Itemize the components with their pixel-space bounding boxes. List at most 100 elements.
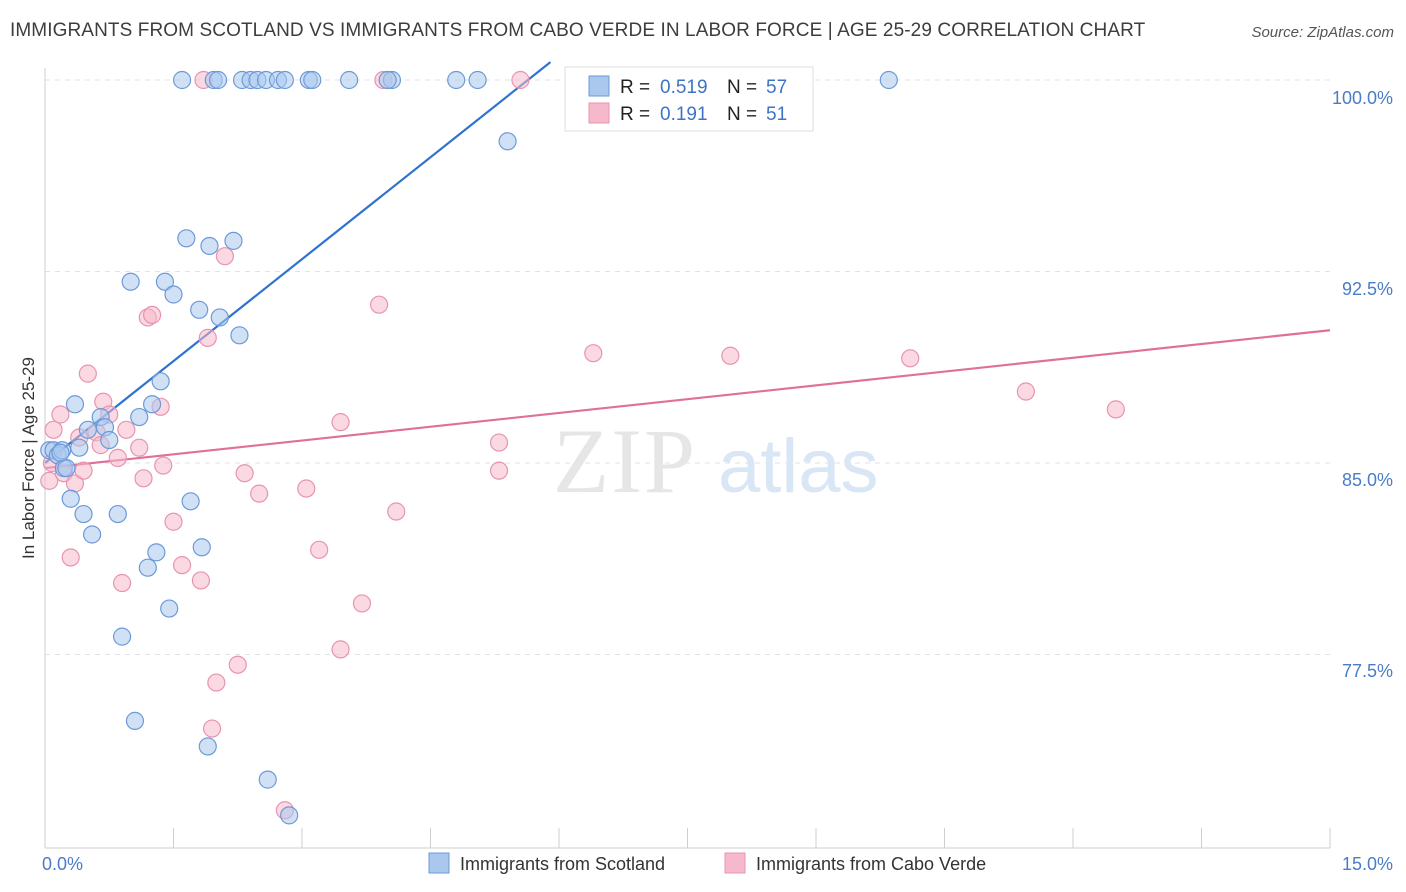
point-scotland (190, 300, 209, 319)
legend-n-label: N = (727, 77, 757, 98)
bottom-legend-label-scotland: Immigrants from Scotland (460, 854, 665, 874)
point-scotland (160, 599, 179, 618)
point-scotland (121, 272, 140, 291)
point-cabo-verde (489, 433, 509, 452)
point-scotland (879, 70, 898, 90)
point-scotland (108, 504, 127, 524)
point-cabo-verde (235, 464, 254, 483)
point-cabo-verde (901, 349, 920, 368)
point-scotland (378, 70, 397, 90)
point-scotland (65, 395, 85, 414)
bottom-legend-swatch-scotland (428, 852, 450, 874)
point-scotland (164, 285, 183, 304)
points-scotland (40, 70, 898, 825)
chart-title: IMMIGRANTS FROM SCOTLAND VS IMMIGRANTS F… (10, 20, 1146, 41)
point-scotland (224, 231, 243, 250)
point-scotland (57, 459, 76, 478)
point-cabo-verde (117, 420, 136, 439)
trend-lines (44, 61, 1331, 470)
point-scotland (61, 489, 80, 508)
bottom-legend-swatch-cabo-verde (724, 852, 746, 874)
point-cabo-verde (207, 673, 226, 692)
legend-n-value-scotland: 57 (766, 77, 787, 98)
point-scotland (125, 711, 145, 730)
point-scotland (177, 229, 196, 248)
y-tick-label: 92.5% (1342, 279, 1393, 299)
point-cabo-verde (154, 456, 173, 475)
point-scotland (192, 538, 211, 557)
point-cabo-verde (297, 479, 316, 498)
point-cabo-verde (61, 548, 80, 567)
point-scotland (74, 504, 93, 524)
legend-r-value-cabo-verde: 0.191 (660, 104, 708, 125)
point-scotland (155, 272, 175, 291)
point-cabo-verde (489, 461, 509, 480)
point-cabo-verde (51, 405, 70, 424)
point-cabo-verde (250, 484, 269, 503)
point-scotland (138, 558, 157, 577)
point-scotland (210, 308, 229, 327)
point-cabo-verde (331, 413, 350, 432)
point-scotland (172, 70, 192, 90)
point-cabo-verde (215, 247, 234, 266)
point-scotland (280, 806, 299, 825)
point-scotland (275, 70, 294, 90)
legend-box: R = 0.519 N = 57 R = 0.191 N = 51 (564, 66, 814, 132)
point-scotland (498, 132, 517, 151)
point-scotland (147, 543, 166, 562)
point-scotland (468, 70, 487, 90)
y-axis-label: In Labor Force | Age 25-29 (19, 357, 38, 559)
point-cabo-verde (202, 719, 222, 738)
point-cabo-verde (721, 346, 740, 365)
point-scotland (78, 420, 97, 439)
point-scotland (51, 443, 70, 462)
point-scotland (198, 737, 217, 756)
watermark: ZIP atlas (553, 410, 879, 512)
point-cabo-verde (370, 295, 389, 314)
point-scotland (258, 770, 277, 789)
point-cabo-verde (112, 573, 132, 593)
legend-swatch-scotland (588, 75, 610, 97)
point-scotland (200, 236, 219, 256)
point-cabo-verde (331, 640, 350, 659)
point-cabo-verde (40, 471, 59, 490)
point-cabo-verde (74, 461, 93, 480)
point-cabo-verde (172, 556, 192, 575)
legend-swatch-cabo-verde (588, 102, 610, 124)
y-tick-labels: 100.0% 92.5% 85.0% 77.5% (1332, 88, 1393, 681)
point-cabo-verde (44, 420, 63, 439)
legend-n-value-cabo-verde: 51 (766, 104, 787, 125)
trend-line-scotland (44, 61, 552, 464)
point-cabo-verde (191, 571, 211, 590)
gridlines (45, 79, 1330, 655)
point-cabo-verde (387, 502, 406, 521)
legend-r-label: R = (620, 77, 650, 98)
point-cabo-verde (584, 344, 603, 363)
y-tick-label: 85.0% (1342, 470, 1393, 490)
point-cabo-verde (78, 364, 97, 383)
point-cabo-verde (130, 438, 149, 457)
legend-r-label: R = (620, 104, 650, 125)
point-cabo-verde (164, 512, 183, 531)
point-cabo-verde (228, 655, 247, 674)
point-cabo-verde (142, 305, 162, 325)
point-cabo-verde (1016, 382, 1035, 401)
point-scotland (142, 395, 162, 414)
point-cabo-verde (1106, 400, 1125, 419)
x-axis-ticks (44, 828, 1331, 848)
bottom-legend-label-cabo-verde: Immigrants from Cabo Verde (756, 854, 986, 874)
point-scotland (130, 407, 149, 427)
point-scotland (447, 70, 466, 90)
bottom-legend: Immigrants from Scotland Immigrants from… (428, 852, 986, 874)
point-cabo-verde (511, 70, 530, 90)
trend-line-cabo-verde (44, 329, 1331, 470)
x-tick-label-max: 15.0% (1342, 854, 1393, 874)
watermark-zip: ZIP (553, 410, 697, 512)
legend-n-label: N = (727, 104, 757, 125)
point-scotland (100, 430, 119, 450)
watermark-atlas: atlas (718, 424, 879, 509)
point-scotland (208, 70, 228, 90)
point-scotland (151, 372, 170, 391)
point-cabo-verde (134, 469, 153, 488)
point-scotland (340, 70, 359, 90)
